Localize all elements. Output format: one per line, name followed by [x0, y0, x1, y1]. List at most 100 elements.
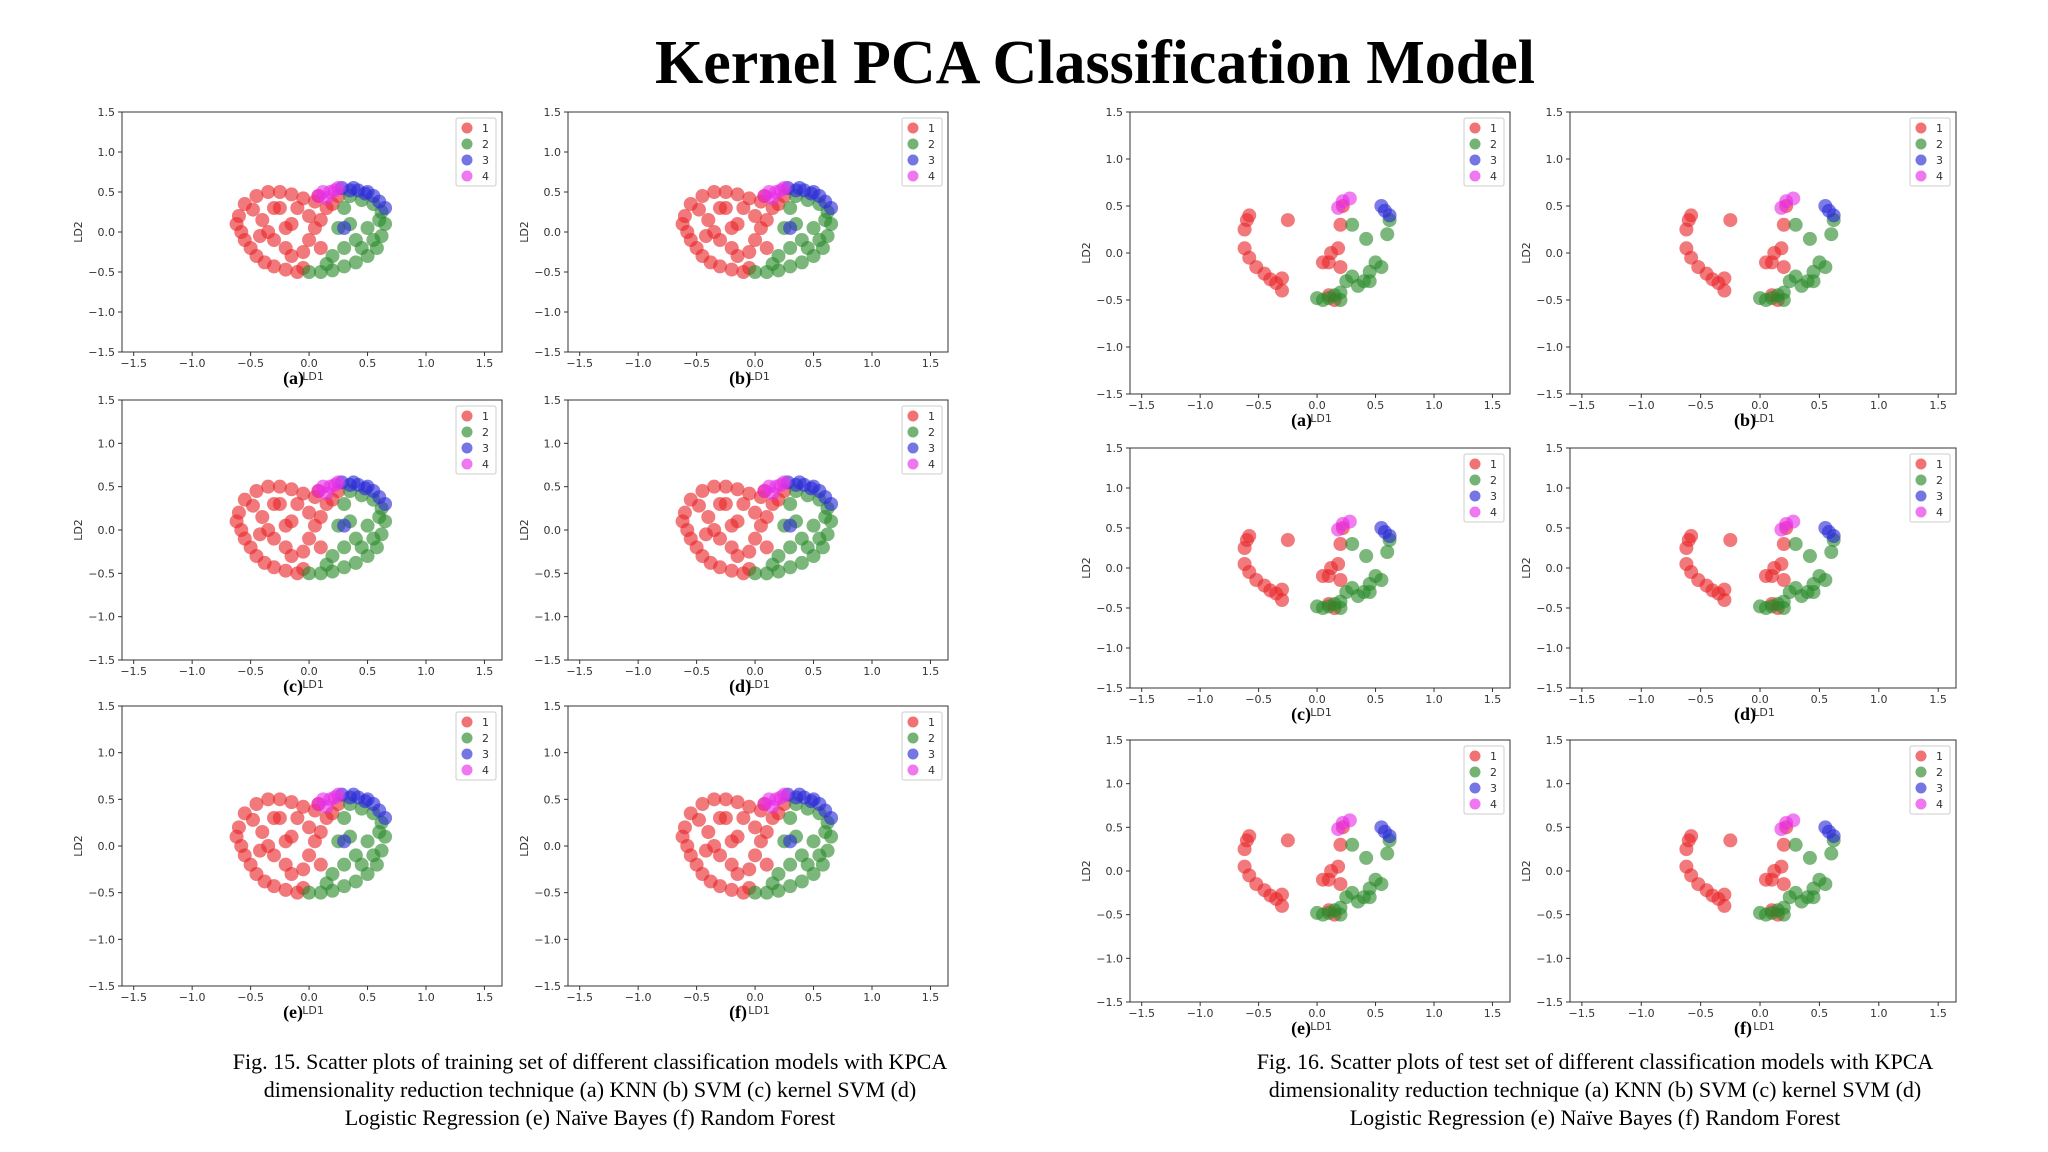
x-tick-label: −1.0 [179, 357, 206, 370]
y-tick-label: 0.5 [1106, 200, 1124, 213]
x-tick-label: 0.0 [300, 991, 318, 1004]
point-class-1 [718, 185, 733, 199]
y-tick-label: −0.5 [534, 567, 561, 580]
point-class-2 [1345, 837, 1360, 852]
point-class-2 [1359, 850, 1374, 865]
y-tick-label: 1.5 [98, 394, 116, 407]
legend-label-4: 4 [1936, 170, 1943, 183]
point-class-1 [707, 185, 722, 199]
point-class-1 [1237, 842, 1252, 857]
point-class-1 [724, 834, 739, 849]
legend-label-4: 4 [1936, 798, 1943, 811]
point-class-1 [290, 811, 305, 825]
point-class-2 [1345, 537, 1360, 551]
legend-label-1: 1 [482, 716, 489, 729]
legend-label-3: 3 [1936, 782, 1943, 795]
legend-label-3: 3 [1490, 490, 1497, 503]
point-class-1 [724, 221, 739, 235]
y-tick-label: 0.5 [544, 186, 562, 199]
point-class-1 [1280, 213, 1295, 228]
point-class-1 [267, 879, 281, 894]
fig15-caption-line-3: Logistic Regression (e) Naïve Bayes (f) … [344, 1105, 836, 1130]
point-class-1 [245, 812, 260, 827]
point-class-2 [800, 540, 815, 555]
point-class-2 [1802, 231, 1817, 246]
point-class-2 [1788, 537, 1803, 551]
legend-marker-4 [461, 764, 473, 776]
y-tick-label: −1.5 [1096, 682, 1123, 695]
point-class-2 [1362, 274, 1377, 289]
point-class-2 [372, 510, 387, 524]
point-class-1 [284, 867, 299, 881]
point-class-1 [1679, 842, 1694, 857]
point-class-2 [1776, 601, 1791, 615]
legend-marker-4 [907, 764, 919, 776]
x-tick-label: −0.5 [237, 357, 264, 370]
y-tick-label: 1.0 [98, 747, 116, 760]
legend-marker-4 [907, 458, 919, 470]
y-tick-label: −1.0 [534, 933, 561, 946]
point-class-1 [713, 811, 727, 825]
x-tick-label: 1.5 [1929, 693, 1947, 706]
point-class-2 [818, 825, 833, 839]
point-class-1 [748, 505, 763, 520]
fig15-caption-line-1: Fig. 15. Scatter plots of training set o… [232, 1049, 948, 1074]
legend-marker-1 [1469, 458, 1481, 470]
fig16-panel-b-label: (b) [1734, 410, 1757, 430]
point-class-1 [267, 259, 281, 274]
plot-frame [1569, 447, 1957, 689]
point-class-2 [783, 241, 798, 255]
x-tick-label: −1.5 [566, 665, 593, 678]
point-class-3 [358, 794, 373, 809]
point-class-1 [742, 544, 757, 559]
y-tick-label: 0.5 [1546, 200, 1564, 213]
point-class-1 [718, 792, 733, 807]
x-tick-label: 1.5 [1929, 1007, 1947, 1020]
legend-box [1909, 117, 1951, 187]
point-class-4 [319, 799, 334, 814]
y-tick-label: 0.5 [1546, 821, 1564, 834]
point-class-1 [278, 262, 293, 277]
point-class-1 [1275, 283, 1289, 298]
x-tick-label: −1.5 [120, 665, 147, 678]
point-class-2 [348, 555, 363, 570]
legend-box [455, 117, 497, 187]
x-tick-label: 0.0 [1751, 693, 1769, 706]
legend-label-4: 4 [482, 170, 489, 183]
y-tick-label: 0.0 [1106, 865, 1124, 878]
point-class-1 [1275, 593, 1289, 607]
legend-box [1909, 453, 1951, 523]
x-tick-label: 0.0 [1308, 1007, 1326, 1020]
point-class-2 [319, 557, 334, 572]
point-class-1 [252, 843, 267, 858]
y-tick-label: 1.0 [544, 146, 562, 159]
y-tick-label: −0.5 [88, 266, 115, 279]
y-tick-label: −1.0 [534, 611, 561, 624]
point-class-1 [691, 202, 706, 217]
y-tick-label: 1.0 [544, 747, 562, 760]
legend-label-4: 4 [482, 458, 489, 471]
y-tick-label: −0.5 [1536, 909, 1563, 922]
point-class-1 [272, 185, 287, 199]
point-class-2 [337, 497, 352, 511]
point-class-2 [1333, 601, 1348, 615]
point-class-2 [1824, 545, 1839, 559]
fig16-panel-e-svg: 1.5 1.0 0.5 0.0 −0.5 −1.0 −1.5 −1.5 −1.0 −0.5 0.0 0… [1080, 734, 1511, 1033]
y-tick-label: 0.5 [98, 186, 116, 199]
point-class-3 [1382, 208, 1397, 223]
point-class-2 [1374, 260, 1389, 275]
y-tick-label: 1.0 [1546, 482, 1564, 495]
y-tick-label: −0.5 [1536, 294, 1563, 307]
legend-marker-4 [1469, 506, 1481, 518]
y-tick-label: 0.0 [1106, 562, 1124, 575]
point-class-1 [724, 563, 739, 578]
point-class-3 [783, 834, 798, 849]
x-axis-label: LD1 [1753, 706, 1775, 719]
fig15-panel-e-svg: 1.5 1.0 0.5 0.0 −0.5 −1.0 −1.5 −1.5 −1.0 −0.5 0.0 0… [72, 700, 503, 1017]
point-class-2 [783, 857, 798, 872]
y-tick-label: −1.5 [88, 980, 115, 993]
legend-label-2: 2 [1936, 474, 1943, 487]
x-tick-label: −0.5 [1687, 399, 1714, 412]
point-class-2 [1333, 293, 1348, 307]
legend-label-2: 2 [482, 732, 489, 745]
